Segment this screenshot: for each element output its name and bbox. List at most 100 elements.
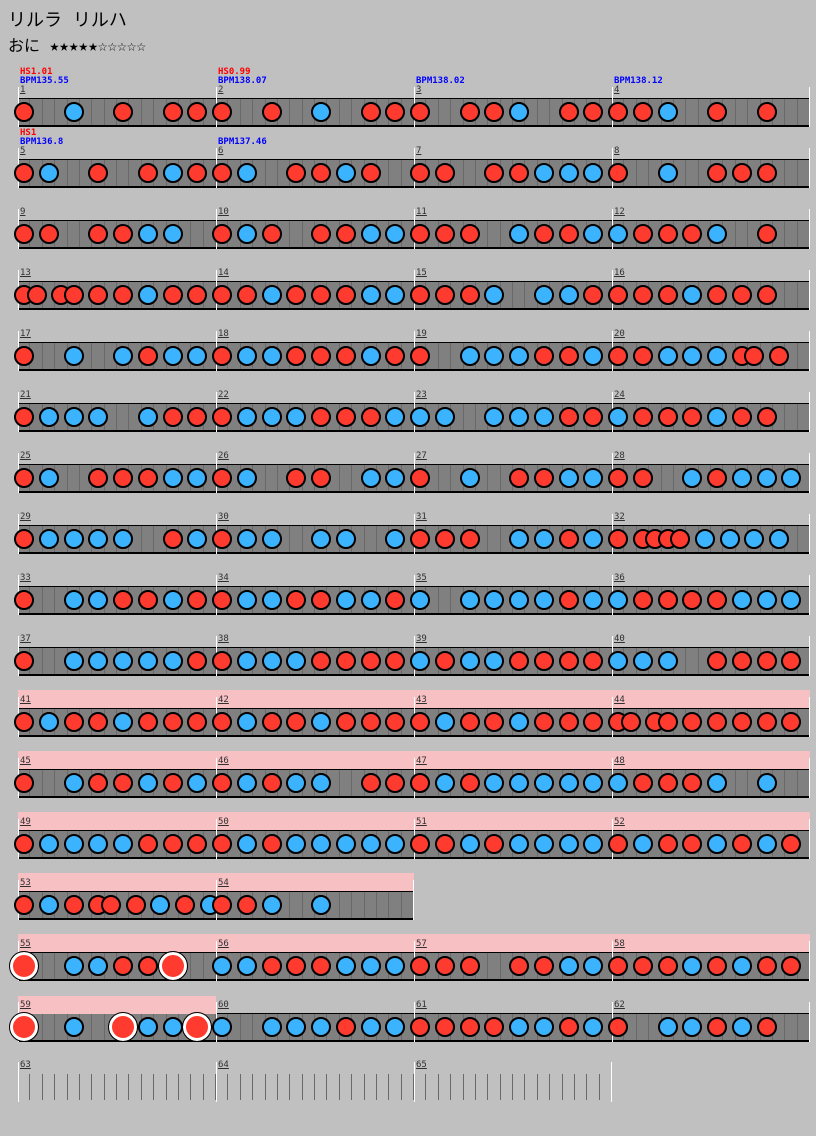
don-note: [534, 956, 554, 976]
don-note: [559, 102, 579, 122]
don-note: [336, 346, 356, 366]
bpm-label: BPM138.07: [218, 76, 267, 86]
bar-number: 35: [416, 573, 427, 583]
ka-note: [757, 834, 777, 854]
ka-note: [237, 712, 257, 732]
ka-note: [138, 407, 158, 427]
don-note: [460, 285, 480, 305]
chart-container: 1BPM135.55HS1.012BPM138.07HS0.993BPM138.…: [0, 98, 816, 1100]
ka-note: [695, 529, 715, 549]
lane-row: 1BPM135.55HS1.012BPM138.07HS0.993BPM138.…: [0, 98, 816, 127]
ka-note: [559, 773, 579, 793]
lane-row: 5BPM136.8HS16BPM137.4678: [0, 159, 816, 188]
ka-note: [64, 529, 84, 549]
ka-note: [361, 346, 381, 366]
bar-number: 39: [416, 634, 427, 644]
ka-note: [39, 529, 59, 549]
bar-number: 20: [614, 329, 625, 339]
lane: 21222324: [18, 403, 810, 432]
ka-note: [138, 773, 158, 793]
bar-number: 43: [416, 695, 427, 705]
ka-note: [658, 651, 678, 671]
don-note: [633, 773, 653, 793]
ka-note: [64, 651, 84, 671]
ka-note: [757, 590, 777, 610]
lane-row: 45464748: [0, 769, 816, 798]
ka-note: [460, 590, 480, 610]
ka-note: [64, 1017, 84, 1037]
don-note: [658, 285, 678, 305]
ka-note: [559, 834, 579, 854]
don-note: [262, 224, 282, 244]
bar-number: 1: [20, 85, 25, 95]
ka-note: [336, 956, 356, 976]
don-note: [757, 102, 777, 122]
ka-note: [138, 285, 158, 305]
bpm-label: BPM135.55: [20, 76, 69, 86]
lane-row: 59606162: [0, 1013, 816, 1042]
don-note: [101, 895, 121, 915]
bar-number: 17: [20, 329, 31, 339]
don-note: [757, 712, 777, 732]
bar-number: 60: [218, 1000, 229, 1010]
don-note: [336, 1017, 356, 1037]
don-note: [732, 834, 752, 854]
ka-note: [262, 407, 282, 427]
don-note: [559, 1017, 579, 1037]
lane-row: 13141516: [0, 281, 816, 310]
lane: 636465: [18, 1074, 612, 1100]
don-note: [633, 224, 653, 244]
bar-number: 52: [614, 817, 625, 827]
don-note: [559, 712, 579, 732]
don-note: [237, 285, 257, 305]
bar-number: 50: [218, 817, 229, 827]
don-note: [658, 956, 678, 976]
don-note: [336, 224, 356, 244]
ka-note: [336, 834, 356, 854]
ka-note: [237, 224, 257, 244]
ka-note: [435, 773, 455, 793]
ka-note: [163, 346, 183, 366]
ka-note: [732, 590, 752, 610]
don-note: [757, 285, 777, 305]
barline: [216, 1062, 217, 1102]
bar-number: 9: [20, 207, 25, 217]
lane: 37383940: [18, 647, 810, 676]
don-note: [237, 895, 257, 915]
bar-number: 30: [218, 512, 229, 522]
ka-note: [658, 346, 678, 366]
don-note: [460, 102, 480, 122]
don-note: [126, 895, 146, 915]
don-note: [27, 285, 47, 305]
don-note: [757, 224, 777, 244]
don-note: [262, 102, 282, 122]
ka-note: [720, 529, 740, 549]
don-note: [435, 834, 455, 854]
don-note: [138, 712, 158, 732]
ka-note: [138, 651, 158, 671]
bar-number: 46: [218, 756, 229, 766]
don-note: [460, 773, 480, 793]
don-note: [633, 346, 653, 366]
ka-note: [64, 407, 84, 427]
bar-number: 53: [20, 878, 31, 888]
bar-number: 27: [416, 451, 427, 461]
ka-note: [138, 1017, 158, 1037]
bar-number: 13: [20, 268, 31, 278]
don-note: [658, 712, 678, 732]
bar-number: 25: [20, 451, 31, 461]
don-note: [10, 952, 38, 980]
don-note: [534, 712, 554, 732]
ka-note: [64, 773, 84, 793]
don-note: [64, 895, 84, 915]
don-note: [138, 346, 158, 366]
bar-number: 38: [218, 634, 229, 644]
lane: 13141516: [18, 281, 810, 310]
bar-number: 42: [218, 695, 229, 705]
don-note: [633, 407, 653, 427]
don-note: [534, 651, 554, 671]
don-note: [361, 651, 381, 671]
ka-note: [64, 834, 84, 854]
bpm-label: BPM138.12: [614, 76, 663, 86]
lane: 41424344: [18, 708, 810, 737]
